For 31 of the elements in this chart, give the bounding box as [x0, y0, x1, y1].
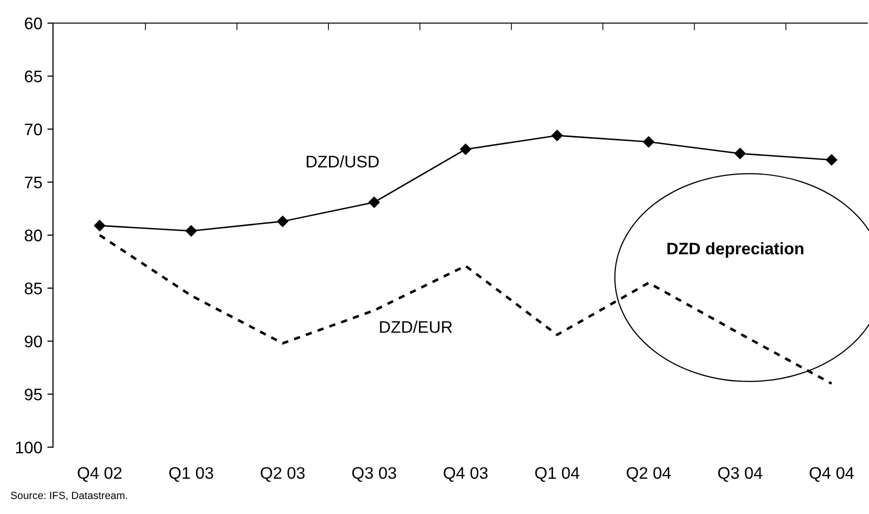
x-tick-label: Q1 03: [169, 467, 214, 482]
x-tick-label: Q4 02: [78, 467, 122, 482]
y-tick-label: 65: [24, 70, 42, 82]
point: [460, 144, 472, 155]
source-note: Source: IFS, Datastream.: [10, 492, 127, 500]
point: [826, 154, 838, 166]
y-tick-label: 90: [24, 336, 42, 348]
x-tick-label: Q4 04: [810, 467, 854, 482]
y-tick-label: 95: [24, 388, 42, 400]
series-label: DZD/EUR: [380, 320, 452, 333]
x-tick-label: Q2 03: [260, 467, 305, 482]
x-tick-label: Q3 04: [718, 467, 762, 482]
point: [186, 225, 197, 237]
x-tick-label: Q3 03: [352, 467, 396, 482]
y-tick-label: 85: [24, 282, 42, 294]
point: [368, 196, 380, 208]
y-tick-label: 80: [24, 230, 42, 242]
annotation: DZD depreciation: [667, 242, 804, 258]
series-label: DZD/USD: [306, 155, 379, 168]
y-tick-label: 75: [24, 176, 42, 188]
x-tick-label: Q1 04: [535, 467, 580, 482]
x-tick-label: Q4 03: [444, 467, 488, 482]
x-tick-label: Q2 04: [626, 467, 671, 482]
point: [734, 148, 746, 160]
point: [552, 130, 563, 142]
point: [94, 220, 106, 232]
y-tick-label: 100: [16, 442, 42, 454]
point: [277, 216, 288, 227]
y-tick-label: 70: [24, 124, 42, 136]
point: [642, 136, 654, 148]
y-tick-label: 60: [24, 18, 42, 30]
